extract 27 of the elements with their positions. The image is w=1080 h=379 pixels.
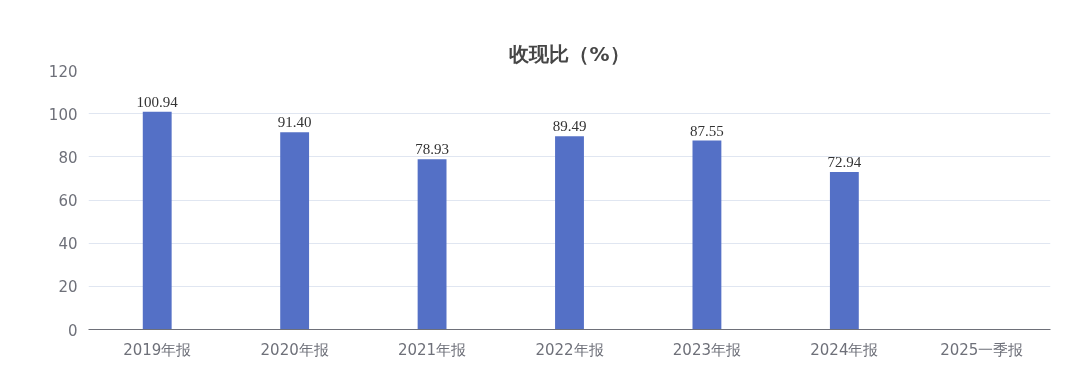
data-label: 87.55 (690, 122, 724, 139)
data-label: 72.94 (827, 154, 862, 171)
x-tick-label: 2020年报 (260, 340, 329, 359)
data-label: 89.49 (552, 118, 587, 135)
y-tick-label: 80 (58, 148, 78, 167)
data-label: 78.93 (415, 141, 449, 158)
bar (829, 172, 859, 330)
y-tick-label: 0 (67, 321, 78, 340)
bar (692, 140, 722, 330)
x-tick-label: 2025一季报 (940, 340, 1024, 359)
y-tick-label: 120 (48, 62, 78, 81)
chart-title: 收现比（%） (509, 41, 630, 66)
x-tick-label: 2019年报 (123, 340, 192, 359)
bar (417, 159, 447, 330)
y-tick-label: 60 (58, 192, 78, 210)
bar (142, 111, 172, 330)
x-tick-label: 2023年报 (672, 340, 742, 359)
bar (555, 136, 584, 330)
data-label: 91.40 (277, 114, 312, 131)
bar (280, 132, 310, 330)
y-tick-label: 100 (48, 105, 78, 124)
x-tick-label: 2024年报 (810, 340, 879, 359)
x-tick-label: 2022年报 (535, 340, 604, 359)
x-tick-label: 2021年报 (397, 340, 467, 359)
y-tick-label: 20 (58, 278, 78, 297)
y-tick-label: 40 (58, 235, 78, 254)
data-label: 100.94 (136, 93, 179, 110)
